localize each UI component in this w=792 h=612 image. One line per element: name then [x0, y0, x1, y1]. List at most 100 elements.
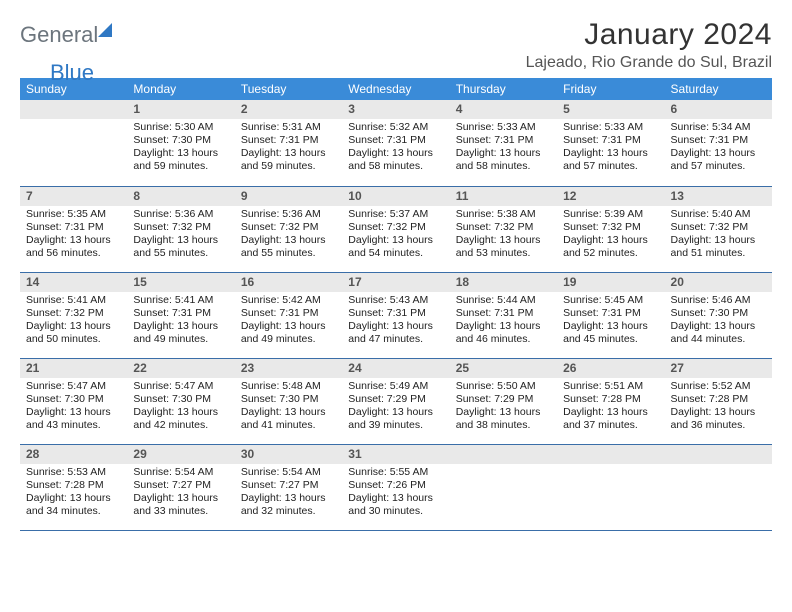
calendar-cell — [20, 100, 127, 186]
sunrise-line: Sunrise: 5:38 AM — [456, 208, 551, 221]
day-details: Sunrise: 5:41 AMSunset: 7:32 PMDaylight:… — [20, 292, 127, 351]
day-details: Sunrise: 5:39 AMSunset: 7:32 PMDaylight:… — [557, 206, 664, 265]
sunset-line: Sunset: 7:32 PM — [456, 221, 551, 234]
day-details: Sunrise: 5:50 AMSunset: 7:29 PMDaylight:… — [450, 378, 557, 437]
sunset-line: Sunset: 7:32 PM — [133, 221, 228, 234]
day-details: Sunrise: 5:47 AMSunset: 7:30 PMDaylight:… — [127, 378, 234, 437]
sunset-line: Sunset: 7:32 PM — [671, 221, 766, 234]
sunset-line: Sunset: 7:31 PM — [456, 134, 551, 147]
weekday-sat: Saturday — [665, 78, 772, 100]
calendar-row: 7Sunrise: 5:35 AMSunset: 7:31 PMDaylight… — [20, 186, 772, 272]
day-number: 29 — [127, 445, 234, 464]
sunset-line: Sunset: 7:30 PM — [133, 393, 228, 406]
calendar-cell: 3Sunrise: 5:32 AMSunset: 7:31 PMDaylight… — [342, 100, 449, 186]
calendar-cell — [450, 444, 557, 530]
calendar-cell: 21Sunrise: 5:47 AMSunset: 7:30 PMDayligh… — [20, 358, 127, 444]
daylight-line: Daylight: 13 hours and 42 minutes. — [133, 406, 228, 432]
day-details: Sunrise: 5:33 AMSunset: 7:31 PMDaylight:… — [557, 119, 664, 178]
sunset-line: Sunset: 7:29 PM — [348, 393, 443, 406]
daylight-line: Daylight: 13 hours and 55 minutes. — [241, 234, 336, 260]
sunset-line: Sunset: 7:26 PM — [348, 479, 443, 492]
calendar-cell: 27Sunrise: 5:52 AMSunset: 7:28 PMDayligh… — [665, 358, 772, 444]
calendar-cell: 10Sunrise: 5:37 AMSunset: 7:32 PMDayligh… — [342, 186, 449, 272]
month-title: January 2024 — [526, 18, 772, 52]
day-details: Sunrise: 5:35 AMSunset: 7:31 PMDaylight:… — [20, 206, 127, 265]
daylight-line: Daylight: 13 hours and 53 minutes. — [456, 234, 551, 260]
day-details: Sunrise: 5:51 AMSunset: 7:28 PMDaylight:… — [557, 378, 664, 437]
calendar-cell: 11 Sunrise: 5:38 AMSunset: 7:32 PMDayligh… — [450, 186, 557, 272]
day-number: 19 — [557, 273, 664, 292]
day-details: Sunrise: 5:36 AMSunset: 7:32 PMDaylight:… — [235, 206, 342, 265]
day-number: 1 — [127, 100, 234, 119]
daylight-line: Daylight: 13 hours and 58 minutes. — [456, 147, 551, 173]
day-number: 27 — [665, 359, 772, 378]
day-details: Sunrise: 5:46 AMSunset: 7:30 PMDaylight:… — [665, 292, 772, 351]
daylight-line: Daylight: 13 hours and 55 minutes. — [133, 234, 228, 260]
daylight-line: Daylight: 13 hours and 54 minutes. — [348, 234, 443, 260]
daylight-line: Daylight: 13 hours and 52 minutes. — [563, 234, 658, 260]
daylight-line: Daylight: 13 hours and 36 minutes. — [671, 406, 766, 432]
sunset-line: Sunset: 7:28 PM — [26, 479, 121, 492]
sunrise-line: Sunrise: 5:48 AM — [241, 380, 336, 393]
sunset-line: Sunset: 7:32 PM — [563, 221, 658, 234]
sunrise-line: Sunrise: 5:31 AM — [241, 121, 336, 134]
day-number: 8 — [127, 187, 234, 206]
sunset-line: Sunset: 7:30 PM — [241, 393, 336, 406]
sunset-line: Sunset: 7:32 PM — [26, 307, 121, 320]
sunrise-line: Sunrise: 5:41 AM — [26, 294, 121, 307]
sunrise-line: Sunrise: 5:53 AM — [26, 466, 121, 479]
sunrise-line: Sunrise: 5:49 AM — [348, 380, 443, 393]
sunset-line: Sunset: 7:31 PM — [563, 307, 658, 320]
calendar-cell: 4Sunrise: 5:33 AMSunset: 7:31 PMDaylight… — [450, 100, 557, 186]
sunrise-line: Sunrise: 5:33 AM — [456, 121, 551, 134]
day-details: Sunrise: 5:34 AMSunset: 7:31 PMDaylight:… — [665, 119, 772, 178]
sunset-line: Sunset: 7:31 PM — [133, 307, 228, 320]
day-number: 3 — [342, 100, 449, 119]
day-details: Sunrise: 5:44 AMSunset: 7:31 PMDaylight:… — [450, 292, 557, 351]
calendar-row: 1Sunrise: 5:30 AMSunset: 7:30 PMDaylight… — [20, 100, 772, 186]
sunset-line: Sunset: 7:27 PM — [133, 479, 228, 492]
day-details: Sunrise: 5:30 AMSunset: 7:30 PMDaylight:… — [127, 119, 234, 178]
brand-part1: General — [20, 22, 98, 48]
daylight-line: Daylight: 13 hours and 45 minutes. — [563, 320, 658, 346]
brand-triangle-icon — [98, 23, 112, 37]
daylight-line: Daylight: 13 hours and 43 minutes. — [26, 406, 121, 432]
day-details: Sunrise: 5:47 AMSunset: 7:30 PMDaylight:… — [20, 378, 127, 437]
day-details: Sunrise: 5:40 AMSunset: 7:32 PMDaylight:… — [665, 206, 772, 265]
day-number: 30 — [235, 445, 342, 464]
day-number: 11 — [450, 187, 557, 206]
sunrise-line: Sunrise: 5:54 AM — [133, 466, 228, 479]
calendar-row: 28 Sunrise: 5:53 AMSunset: 7:28 PM Dayligh… — [20, 444, 772, 530]
calendar-table: Sunday Monday Tuesday Wednesday Thursday… — [20, 78, 772, 531]
daylight-line: Daylight: 13 hours and 37 minutes. — [563, 406, 658, 432]
day-number: 7 — [20, 187, 127, 206]
day-number: 31 — [342, 445, 449, 464]
sunrise-line: Sunrise: 5:36 AM — [241, 208, 336, 221]
sunrise-line: Sunrise: 5:42 AM — [241, 294, 336, 307]
day-number: 23 — [235, 359, 342, 378]
sunset-line: Sunset: 7:31 PM — [563, 134, 658, 147]
calendar-cell: 18Sunrise: 5:44 AMSunset: 7:31 PMDayligh… — [450, 272, 557, 358]
calendar-cell: 19Sunrise: 5:45 AMSunset: 7:31 PMDayligh… — [557, 272, 664, 358]
sunset-line: Sunset: 7:31 PM — [26, 221, 121, 234]
day-details: Sunrise: 5:54 AMSunset: 7:27 PMDaylight:… — [127, 464, 234, 523]
calendar-cell: 5Sunrise: 5:33 AMSunset: 7:31 PMDaylight… — [557, 100, 664, 186]
sunrise-line: Sunrise: 5:37 AM — [348, 208, 443, 221]
sunset-line: Sunset: 7:30 PM — [26, 393, 121, 406]
daylight-line: Daylight: 13 hours and 49 minutes. — [133, 320, 228, 346]
daylight-line: Daylight: 13 hours and 50 minutes. — [26, 320, 121, 346]
day-number: 28 — [20, 445, 127, 464]
day-details: Sunrise: 5:33 AMSunset: 7:31 PMDaylight:… — [450, 119, 557, 178]
sunrise-line: Sunrise: 5:34 AM — [671, 121, 766, 134]
day-number: 13 — [665, 187, 772, 206]
sunset-line: Sunset: 7:31 PM — [348, 134, 443, 147]
calendar-cell: 1Sunrise: 5:30 AMSunset: 7:30 PMDaylight… — [127, 100, 234, 186]
sunset-line: Sunset: 7:31 PM — [241, 307, 336, 320]
daylight-line: Daylight: 13 hours and 58 minutes. — [348, 147, 443, 173]
day-number: 26 — [557, 359, 664, 378]
calendar-cell: 9Sunrise: 5:36 AMSunset: 7:32 PMDaylight… — [235, 186, 342, 272]
daylight-line: Daylight: 13 hours and 59 minutes. — [241, 147, 336, 173]
daylight-line: Daylight: 13 hours and 32 minutes. — [241, 492, 336, 518]
title-block: January 2024 Lajeado, Rio Grande do Sul,… — [526, 18, 772, 72]
daylight-line: Daylight: 13 hours and 41 minutes. — [241, 406, 336, 432]
